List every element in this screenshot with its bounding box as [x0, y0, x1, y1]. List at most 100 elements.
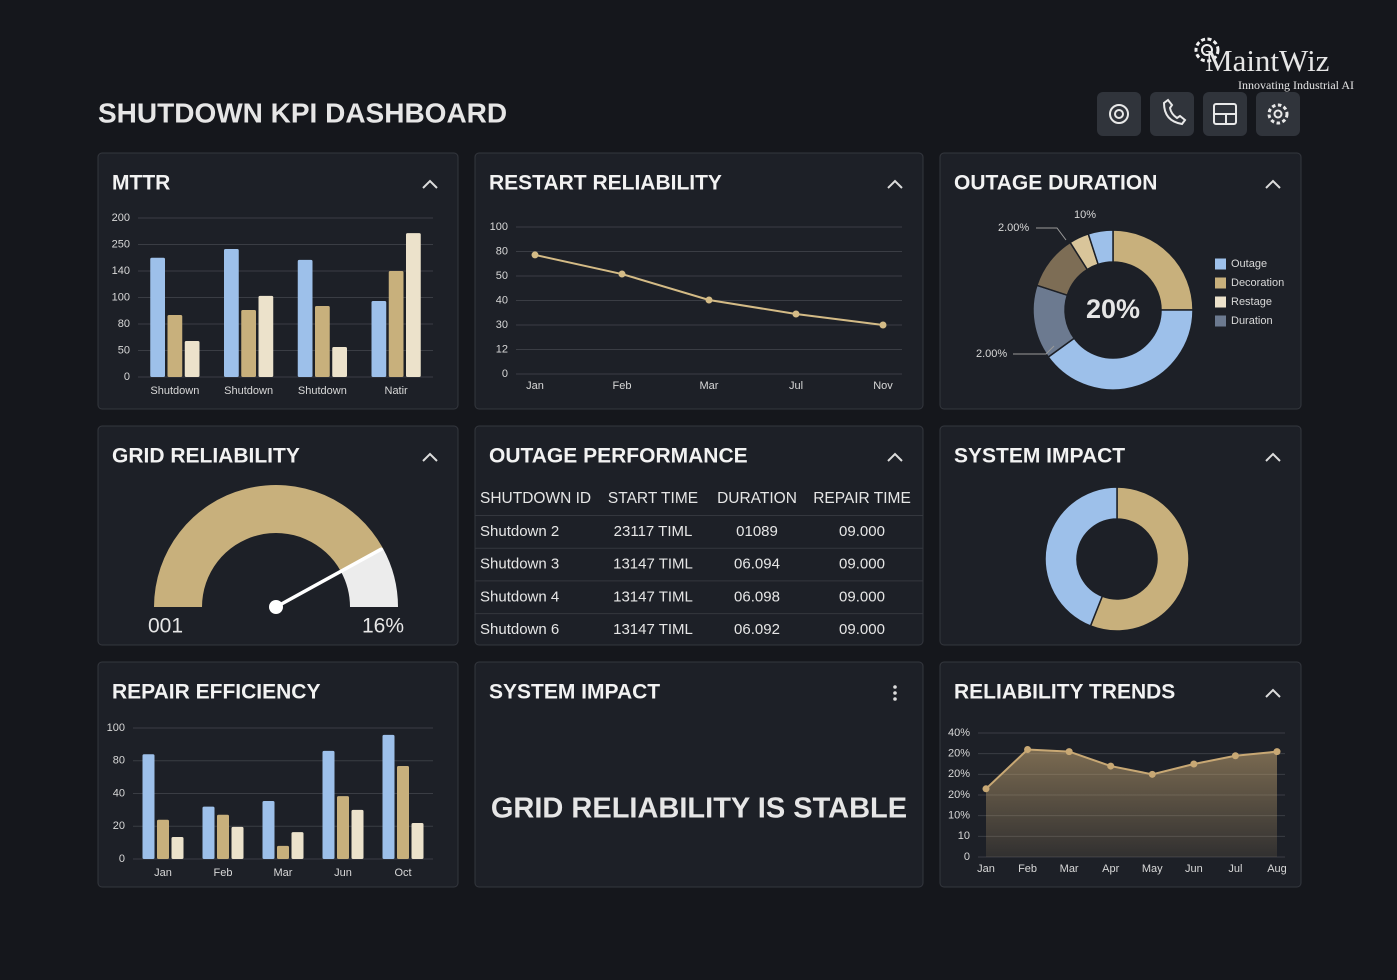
y-tick-label: 100 [490, 221, 508, 233]
table-cell: 13147 TIML [613, 588, 693, 605]
table-cell: 01089 [736, 523, 778, 540]
bar [297, 259, 313, 377]
collapse-button[interactable] [887, 179, 903, 189]
x-tick-label: Feb [613, 380, 632, 392]
collapse-button[interactable] [1265, 688, 1281, 698]
y-tick-label: 20% [948, 768, 970, 780]
y-tick-label: 40 [113, 787, 125, 799]
table-header: SHUTDOWN ID [480, 490, 591, 507]
y-tick-label: 100 [112, 291, 130, 303]
y-tick-label: 40% [948, 727, 970, 739]
table-cell: 09.000 [839, 556, 885, 573]
collapse-button[interactable] [1265, 179, 1281, 189]
table-cell: Shutdown 2 [480, 523, 559, 540]
table-cell: Shutdown 3 [480, 556, 559, 573]
y-tick-label: 20% [948, 789, 970, 801]
button-icon [1214, 113, 1236, 124]
x-tick-label: Mar [1060, 863, 1079, 875]
x-tick-label: Jul [1228, 863, 1242, 875]
bar [315, 305, 330, 377]
collapse-button[interactable] [887, 452, 903, 462]
button-icon [1162, 98, 1187, 126]
x-tick-label: Jan [526, 380, 544, 392]
button-icon [1273, 109, 1283, 119]
y-tick-label: 0 [124, 371, 130, 383]
button-icon [1267, 103, 1289, 125]
bar [406, 233, 421, 377]
table-header: DURATION [717, 490, 797, 507]
button-icon [1114, 109, 1124, 119]
y-tick-label: 80 [496, 245, 508, 257]
x-tick-label: Mar [700, 380, 719, 392]
y-tick-label: 0 [964, 851, 970, 863]
panel [939, 152, 1302, 410]
bar [167, 314, 183, 377]
legend-label: Outage [1231, 258, 1267, 270]
slice-annotation: 10% [1074, 209, 1096, 221]
table-cell: Shutdown 4 [480, 588, 559, 605]
brand-name: MaintWiz [1205, 43, 1329, 78]
menu-button[interactable] [893, 685, 897, 689]
icon-button[interactable] [1097, 92, 1141, 136]
y-tick-label: 12 [496, 343, 508, 355]
panel-title: GRID RELIABILITY [112, 445, 300, 468]
y-tick-label: 0 [502, 368, 508, 380]
menu-button[interactable] [893, 691, 897, 695]
table-header: REPAIR TIME [813, 490, 911, 507]
legend-label: Decoration [1231, 277, 1284, 289]
menu-button[interactable] [893, 697, 897, 701]
y-tick-label: 100 [107, 722, 125, 734]
collapse-button[interactable] [1265, 452, 1281, 462]
table-cell: 06.098 [734, 588, 780, 605]
point [982, 785, 990, 793]
legend-swatch [1215, 315, 1226, 327]
bar [224, 249, 239, 377]
x-tick-label: Feb [1018, 863, 1037, 875]
point [1024, 746, 1032, 754]
table-cell: 13147 TIML [613, 556, 693, 573]
bar [258, 295, 274, 377]
bar [337, 796, 349, 859]
x-tick-label: Jan [977, 863, 995, 875]
gauge-needle [274, 547, 383, 609]
table-cell: 23117 TIML [614, 523, 693, 540]
button-bg[interactable] [1097, 92, 1141, 136]
button-bg[interactable] [1256, 92, 1300, 136]
button-icon [1109, 104, 1129, 124]
icon-button[interactable] [1256, 92, 1300, 136]
point [1107, 762, 1115, 770]
bar [411, 822, 424, 859]
bar [291, 832, 304, 859]
gauge-value-label: 16% [362, 615, 404, 638]
bar [397, 765, 409, 859]
gauge-min-label: 001 [148, 615, 183, 638]
y-tick-label: 0 [119, 853, 125, 865]
icon-button[interactable] [1150, 92, 1194, 136]
x-tick-label: Shutdown [298, 385, 347, 397]
table-cell: 09.000 [839, 621, 885, 638]
leader-line [1036, 227, 1067, 241]
collapse-button[interactable] [422, 179, 438, 189]
panel [97, 661, 459, 888]
gauge-value [340, 548, 398, 607]
y-tick-label: 10% [948, 810, 970, 822]
logo-gear-core [1201, 44, 1213, 56]
logo-gear [1194, 37, 1220, 63]
legend-label: Restage [1231, 296, 1272, 308]
panel-title: REPAIR EFFICIENCY [112, 681, 320, 704]
bar [231, 826, 244, 859]
panel-title: OUTAGE PERFORMANCE [489, 445, 748, 468]
point [1273, 748, 1281, 756]
collapse-button[interactable] [422, 452, 438, 462]
x-tick-label: Shutdown [150, 385, 199, 397]
point [531, 251, 539, 259]
table-cell: 09.000 [839, 588, 885, 605]
icon-button[interactable] [1203, 92, 1247, 136]
legend-swatch [1215, 296, 1226, 308]
y-tick-label: 10 [958, 830, 970, 842]
bar [150, 257, 165, 377]
y-tick-label: 40 [496, 294, 508, 306]
leader-line [1013, 345, 1055, 355]
